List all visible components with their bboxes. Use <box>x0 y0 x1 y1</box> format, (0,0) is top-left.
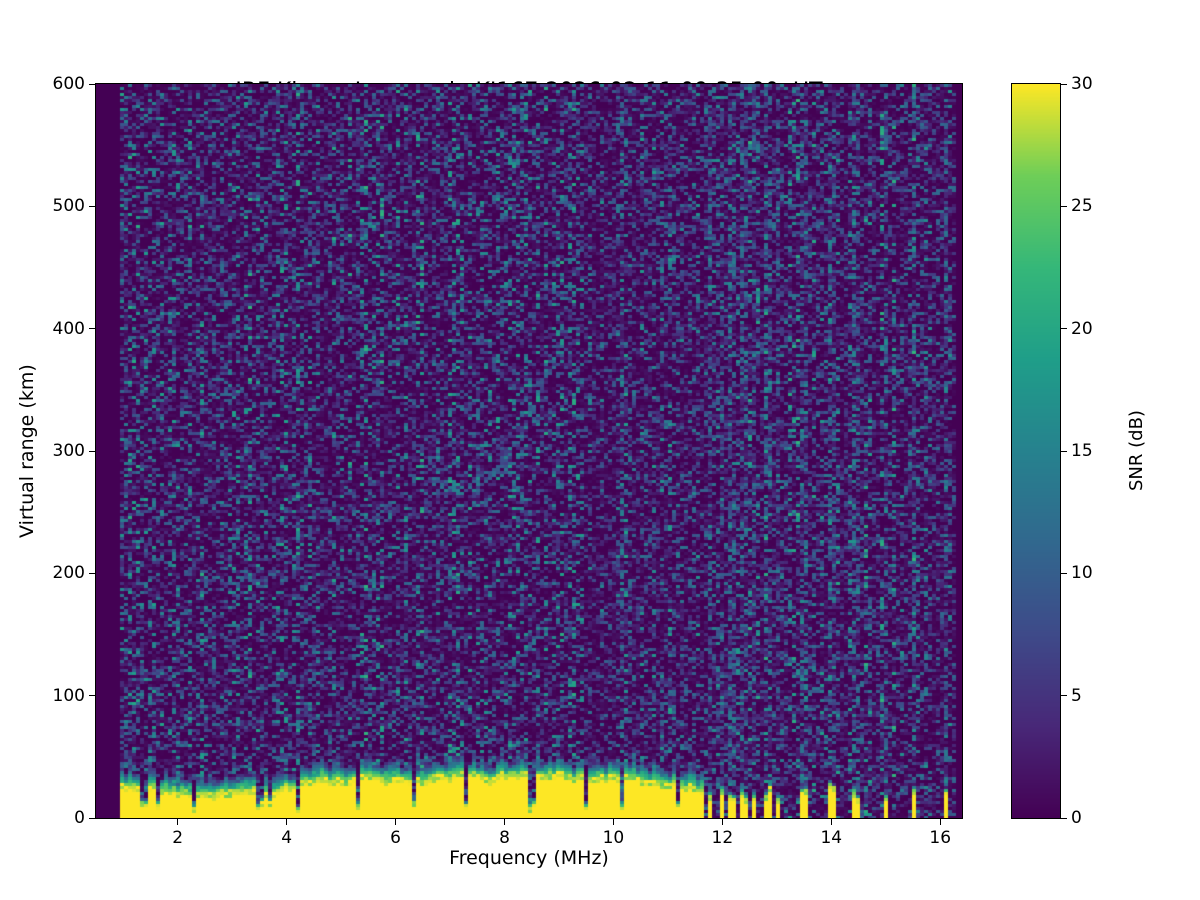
x-tick-label: 10 <box>602 828 625 848</box>
y-tick-label: 600 <box>52 74 85 94</box>
colorbar-tick-label: 0 <box>1071 808 1082 828</box>
x-axis-label: Frequency (MHz) <box>449 847 609 869</box>
x-tick-label: 6 <box>390 828 401 848</box>
colorbar-label: SNR (dB) <box>1126 410 1147 492</box>
x-tick-mark <box>939 819 941 825</box>
x-tick-mark <box>503 819 505 825</box>
colorbar-tick-mark <box>1061 205 1067 207</box>
y-tick-mark <box>89 572 95 574</box>
x-tick-label: 14 <box>820 828 843 848</box>
y-tick-label: 500 <box>52 196 85 217</box>
y-tick-label: 100 <box>52 685 85 706</box>
colorbar-tick-label: 5 <box>1071 685 1082 706</box>
y-tick-label: 0 <box>74 808 85 828</box>
y-tick-mark <box>89 450 95 452</box>
x-tick-mark <box>830 819 832 825</box>
colorbar-tick-mark <box>1061 328 1067 330</box>
y-tick-label: 300 <box>52 441 85 461</box>
ionogram-heatmap <box>95 83 963 819</box>
y-tick-mark <box>89 83 95 85</box>
colorbar-tick-mark <box>1061 695 1067 697</box>
colorbar-tick-label: 20 <box>1071 318 1093 339</box>
colorbar-gradient <box>1011 83 1061 819</box>
x-tick-mark <box>721 819 723 825</box>
y-tick-label: 400 <box>52 318 85 339</box>
colorbar-tick-label: 10 <box>1071 563 1093 584</box>
y-tick-mark <box>89 328 95 330</box>
x-tick-label: 2 <box>172 828 184 848</box>
colorbar-tick-label: 15 <box>1071 441 1093 461</box>
y-tick-label: 200 <box>52 563 85 584</box>
x-tick-label: 12 <box>711 828 734 848</box>
x-tick-mark <box>177 819 179 825</box>
colorbar-tick-mark <box>1061 572 1067 574</box>
x-tick-label: 4 <box>281 828 293 848</box>
colorbar-tick-label: 30 <box>1071 74 1093 94</box>
x-tick-label: 8 <box>499 828 510 848</box>
colorbar-tick-mark <box>1061 83 1067 85</box>
x-tick-mark <box>612 819 614 825</box>
colorbar-tick-mark <box>1061 817 1067 819</box>
y-tick-mark <box>89 695 95 697</box>
x-tick-label: 16 <box>929 828 952 848</box>
colorbar-tick-mark <box>1061 450 1067 452</box>
y-tick-mark <box>89 817 95 819</box>
x-tick-mark <box>395 819 397 825</box>
x-tick-mark <box>286 819 288 825</box>
colorbar-tick-label: 25 <box>1071 196 1093 217</box>
y-tick-mark <box>89 205 95 207</box>
